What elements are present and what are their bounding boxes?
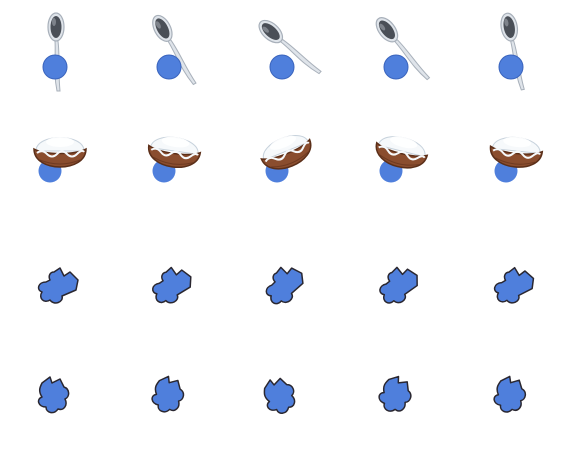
spoon-icon — [258, 19, 322, 80]
blob-piece-alt-icon — [263, 377, 296, 414]
blob-piece-alt-icon — [151, 375, 185, 413]
spoon-icon — [42, 12, 68, 92]
blob-piece-alt-icon — [37, 376, 70, 414]
coconut-bowl-icon — [489, 136, 544, 183]
blob-piece-icon — [379, 266, 418, 304]
blob-piece-alt-icon — [378, 375, 412, 412]
coconut-bowl-icon — [33, 137, 87, 183]
blob-piece-icon — [493, 266, 535, 304]
spoon-icon — [375, 17, 431, 81]
coconut-bowl-icon — [148, 136, 202, 183]
blob-piece-alt-icon — [493, 375, 527, 413]
blob-piece-icon — [37, 267, 79, 304]
coconut-bowl-icon — [260, 135, 312, 183]
blob-piece-icon — [265, 266, 304, 305]
spoon-icon — [152, 14, 197, 86]
coconut-bowl-icon — [375, 136, 429, 183]
spoon-icon — [498, 12, 525, 91]
blob-piece-icon — [152, 266, 192, 304]
